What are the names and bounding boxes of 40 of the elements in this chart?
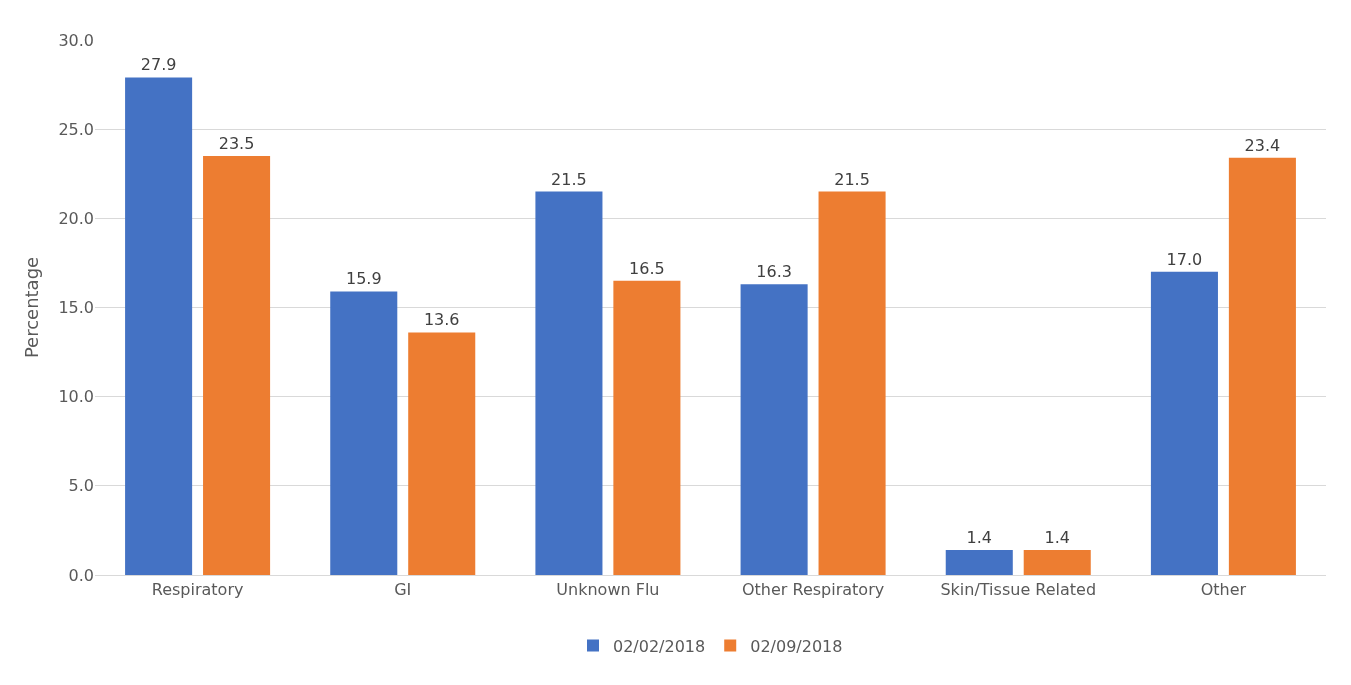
bar — [613, 280, 681, 575]
x-tick-label: Skin/Tissue Related — [940, 580, 1097, 600]
x-tick-label: Other — [1200, 580, 1247, 600]
y-tick-label: 25.0 — [58, 119, 94, 139]
data-label: 15.9 — [345, 269, 382, 289]
bar — [1150, 271, 1218, 575]
bar — [945, 550, 1013, 575]
data-label: 17.0 — [1166, 249, 1203, 269]
legend-label: 02/02/2018 — [613, 636, 706, 656]
data-label: 13.6 — [423, 310, 460, 330]
y-tick-label: 30.0 — [58, 30, 94, 50]
data-label: 16.5 — [629, 258, 665, 278]
data-label: 21.5 — [551, 169, 587, 189]
x-tick-label: Other Respiratory — [741, 580, 885, 600]
data-label: 23.4 — [1244, 135, 1281, 155]
y-axis-title: Percentage — [20, 256, 42, 359]
y-tick-label: 20.0 — [58, 208, 94, 228]
data-label: 27.9 — [140, 55, 177, 75]
bar — [408, 332, 476, 575]
bar — [1228, 157, 1296, 575]
bar — [1023, 550, 1091, 575]
data-label: 16.3 — [756, 262, 792, 282]
bar — [740, 284, 808, 575]
x-tick-label: Unknown Flu — [556, 580, 660, 600]
data-label: 23.5 — [218, 133, 255, 153]
bar — [330, 291, 398, 575]
data-label: 1.4 — [966, 528, 992, 548]
y-tick-label: 5.0 — [68, 476, 94, 496]
y-tick-label: 10.0 — [58, 387, 94, 407]
x-tick-label: GI — [394, 580, 412, 600]
bar — [125, 77, 193, 575]
bar — [818, 191, 886, 575]
y-tick-label: 0.0 — [68, 565, 94, 585]
data-label: 1.4 — [1044, 528, 1070, 548]
bar — [535, 191, 603, 575]
bar — [203, 155, 271, 575]
data-label: 21.5 — [834, 169, 870, 189]
y-tick-label: 15.0 — [58, 298, 94, 318]
x-tick-label: Respiratory — [151, 580, 244, 600]
legend-label: 02/09/2018 — [750, 636, 843, 656]
